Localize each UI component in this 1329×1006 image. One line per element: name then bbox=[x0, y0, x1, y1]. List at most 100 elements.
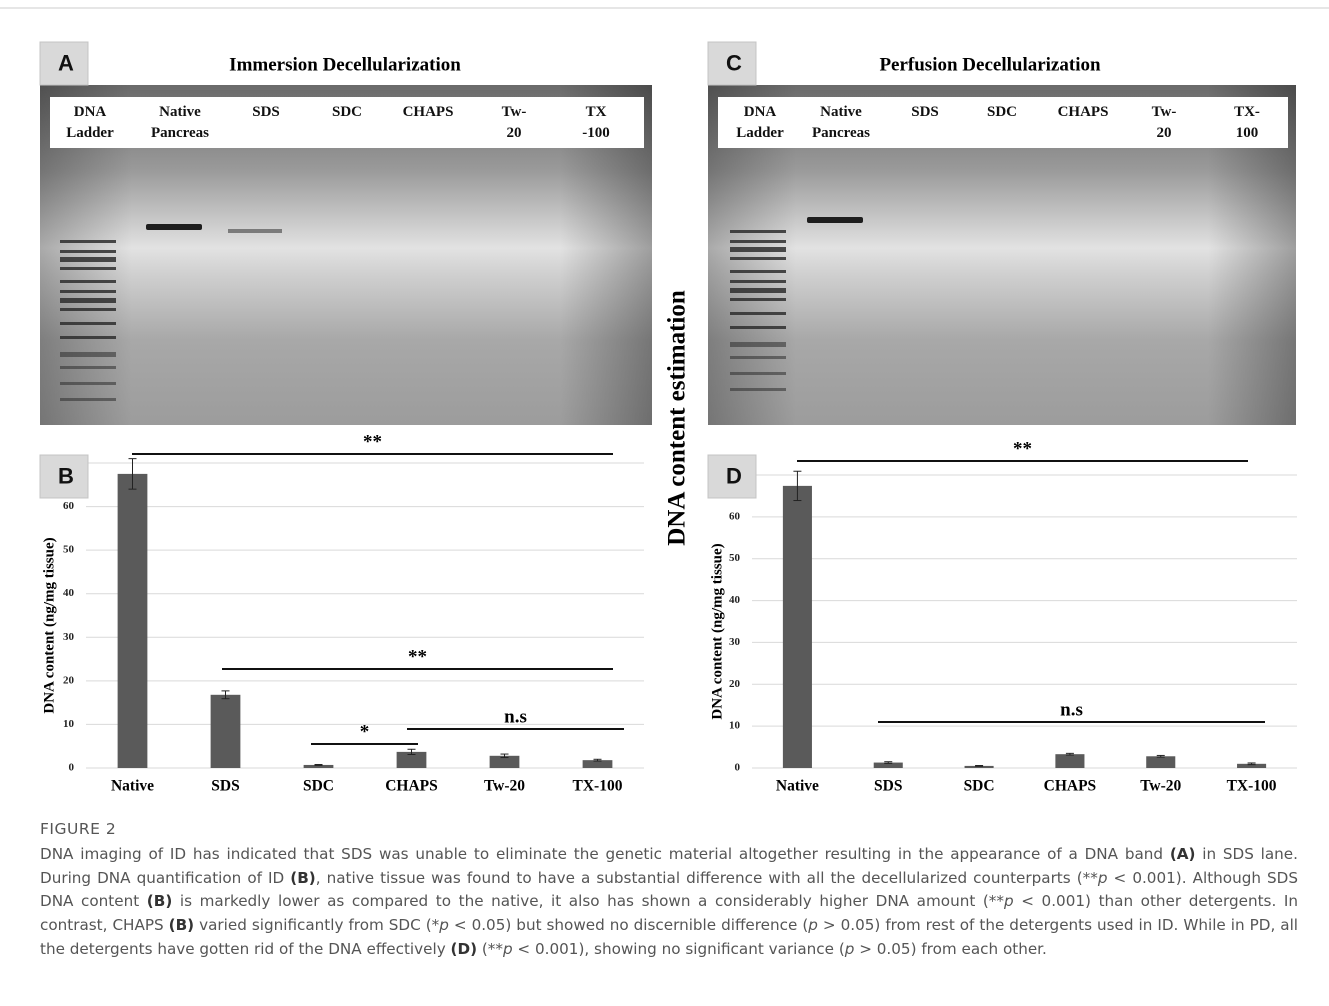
caption-segment: < 0.05) but showed no discernible differ… bbox=[448, 916, 809, 935]
lane-label: TX- 100 bbox=[1234, 104, 1260, 141]
ladder-band bbox=[60, 336, 116, 339]
y-tick-label: 60 bbox=[63, 500, 75, 512]
caption-segment: (** bbox=[477, 939, 503, 958]
ladder-band bbox=[60, 298, 116, 303]
caption-segment: p bbox=[1097, 868, 1108, 887]
x-tick-label: SDS bbox=[874, 778, 902, 795]
bar bbox=[873, 762, 903, 768]
bar bbox=[210, 694, 241, 768]
bar bbox=[303, 764, 334, 768]
lane-label: SDS bbox=[252, 104, 280, 120]
ladder-band bbox=[60, 322, 116, 325]
significance-label: ** bbox=[408, 646, 427, 667]
dna-band bbox=[228, 229, 282, 233]
caption-segment: (D) bbox=[450, 939, 478, 958]
error-bar bbox=[407, 748, 416, 755]
ladder-band bbox=[730, 326, 786, 329]
lane-label: CHAPS bbox=[402, 104, 454, 120]
caption-segment: < 0.001) than other detergents. In contr… bbox=[40, 892, 1299, 935]
lane-label: TX -100 bbox=[582, 104, 610, 141]
ladder-band bbox=[730, 356, 786, 359]
ladder-band bbox=[730, 280, 786, 283]
ladder-band bbox=[60, 308, 116, 311]
ladder-band bbox=[730, 270, 786, 273]
x-tick-label: TX-100 bbox=[1227, 778, 1277, 795]
ladder-band bbox=[730, 247, 786, 252]
ladder-band bbox=[730, 288, 786, 293]
caption-segment: p bbox=[1004, 892, 1014, 911]
x-tick-label: Native bbox=[111, 778, 154, 795]
error-bar bbox=[884, 761, 893, 764]
caption-segment: < 0.001). Although SDS DNA content bbox=[40, 868, 1298, 911]
y-tick-label: 30 bbox=[729, 636, 741, 648]
x-tick-label: SDC bbox=[303, 778, 334, 795]
bar bbox=[396, 751, 427, 768]
ladder-band bbox=[730, 388, 786, 391]
y-tick-label: 50 bbox=[729, 552, 741, 564]
y-tick-label: 40 bbox=[729, 594, 741, 606]
error-bar bbox=[128, 458, 137, 490]
ladder-band bbox=[730, 312, 786, 315]
panel-label: B bbox=[58, 463, 74, 488]
caption-segment: DNA imaging of ID has indicated that SDS… bbox=[40, 844, 1170, 863]
panel-label-box bbox=[39, 41, 89, 86]
ladder-band bbox=[60, 280, 116, 283]
lane-label-strip bbox=[718, 97, 1288, 148]
lane-label-strip bbox=[50, 97, 644, 148]
y-tick-label: 20 bbox=[729, 678, 741, 690]
y-tick-label: 20 bbox=[63, 674, 75, 686]
dna-band bbox=[807, 217, 863, 223]
panel-label-box bbox=[707, 41, 757, 86]
error-bar bbox=[975, 764, 984, 767]
x-tick-label: TX-100 bbox=[573, 778, 623, 795]
lane-label: Tw- 20 bbox=[1151, 104, 1177, 141]
caption-segment: (B) bbox=[290, 868, 316, 887]
caption-segment: in SDS lane. During DNA quantification o… bbox=[40, 844, 1298, 887]
significance-label: * bbox=[360, 721, 370, 742]
ladder-band bbox=[60, 352, 116, 357]
y-tick-label: 40 bbox=[63, 587, 75, 599]
panel-label: A bbox=[58, 50, 74, 75]
ladder-band bbox=[730, 230, 786, 233]
ladder-band bbox=[60, 366, 116, 369]
significance-label: n.s bbox=[1060, 699, 1083, 720]
ladder-band bbox=[730, 257, 786, 260]
lane-label: Native Pancreas bbox=[150, 104, 210, 141]
significance-label: ** bbox=[363, 431, 382, 452]
ladder-band bbox=[730, 372, 786, 375]
caption-segment: (A) bbox=[1169, 844, 1196, 863]
gel-title: Perfusion Decellularization bbox=[879, 54, 1101, 75]
ladder-band bbox=[60, 290, 116, 293]
ladder-band bbox=[730, 240, 786, 243]
lane-label: SDC bbox=[986, 104, 1018, 120]
error-bar bbox=[1247, 762, 1256, 766]
ladder-band bbox=[730, 342, 786, 347]
x-tick-label: Tw-20 bbox=[484, 778, 525, 795]
bar bbox=[782, 485, 812, 768]
lane-label: DNA Ladder bbox=[736, 104, 784, 141]
x-tick-label: Native bbox=[776, 778, 819, 795]
caption-segment: varied significantly from SDC (* bbox=[194, 916, 440, 935]
caption-segment: , native tissue was found to have a subs… bbox=[315, 868, 1098, 887]
lane-label: CHAPS bbox=[1057, 104, 1109, 120]
caption-segment: p bbox=[502, 939, 513, 958]
caption-heading: FIGURE 2 bbox=[40, 820, 117, 838]
bar bbox=[964, 765, 994, 768]
caption-segment: < 0.001), showing no significant varianc… bbox=[512, 939, 845, 958]
lane-label: DNA Ladder bbox=[66, 104, 114, 141]
error-bar bbox=[500, 753, 509, 759]
y-tick-label: 0 bbox=[735, 762, 741, 774]
panel-label: C bbox=[726, 50, 742, 75]
y-axis-label: DNA content (ng/mg tissue) bbox=[709, 543, 725, 719]
y-tick-label: 10 bbox=[63, 718, 75, 730]
caption-segment: is markedly lower as compared to the nat… bbox=[172, 892, 1004, 911]
error-bar bbox=[1065, 752, 1074, 756]
bar bbox=[1237, 763, 1267, 768]
error-bar bbox=[593, 758, 602, 762]
ladder-band bbox=[60, 240, 116, 243]
y-tick-label: 50 bbox=[63, 544, 75, 556]
x-tick-label: SDC bbox=[964, 778, 995, 795]
y-tick-label: 0 bbox=[69, 762, 75, 774]
y-axis-label: DNA content (ng/mg tissue) bbox=[41, 537, 57, 713]
